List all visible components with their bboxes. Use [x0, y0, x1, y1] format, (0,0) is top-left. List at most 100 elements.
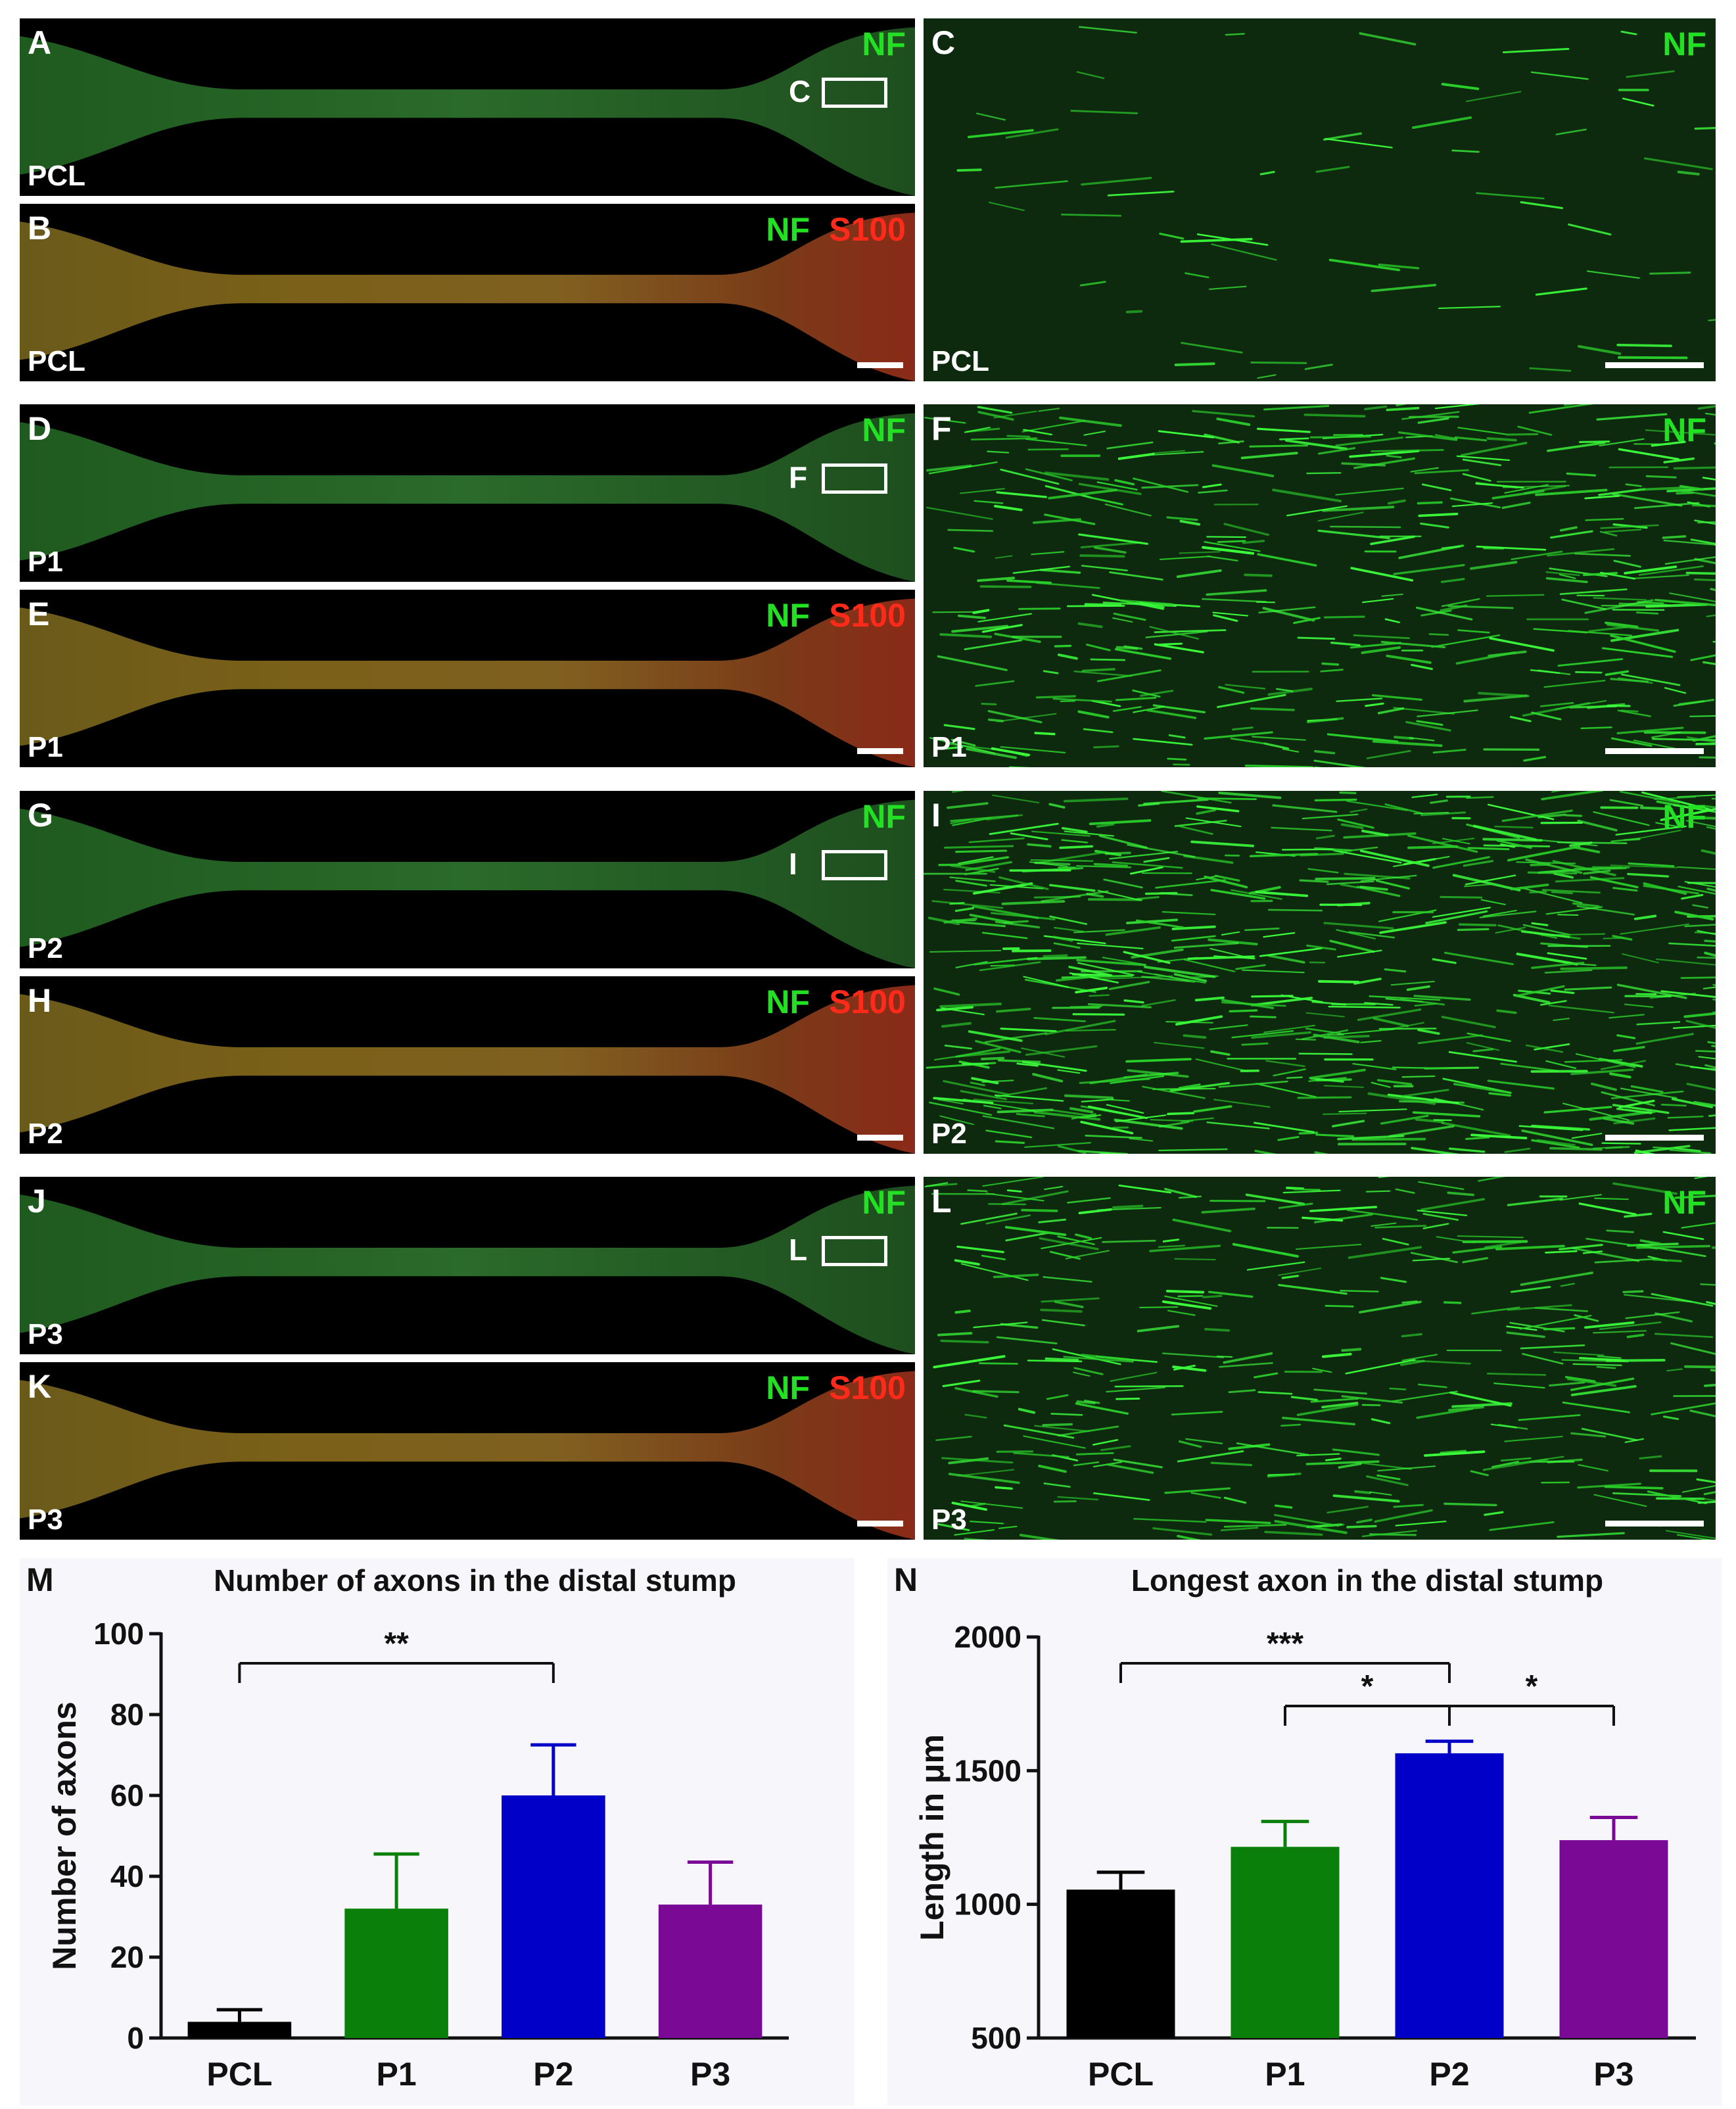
- scale-bar: [1605, 1521, 1704, 1527]
- marker-label-nf: NF: [862, 800, 906, 833]
- panel-letter: L: [931, 1185, 952, 1218]
- scale-bar: [857, 1135, 903, 1141]
- marker-label-nf: NF: [766, 213, 810, 246]
- panel-letter: H: [28, 984, 51, 1017]
- condition-label: P2: [28, 1120, 63, 1149]
- scale-bar: [1605, 748, 1704, 754]
- bar-p2: [1396, 1753, 1504, 2038]
- y-tick-label: 1500: [954, 1753, 1021, 1788]
- inset-box-label: F: [789, 462, 807, 492]
- panel-letter: I: [931, 799, 941, 832]
- y-tick-label: 2000: [954, 1620, 1021, 1654]
- condition-label: P1: [28, 733, 63, 762]
- marker-label-nf: NF: [1662, 28, 1706, 60]
- significance-label: *: [1526, 1669, 1538, 1704]
- image-panel-h: H P2 S100 NF: [20, 976, 915, 1154]
- nerve-tissue: [20, 800, 915, 969]
- condition-label: P2: [28, 934, 63, 963]
- bar-p3: [1560, 1840, 1668, 2038]
- micrograph: [924, 404, 1716, 767]
- bar-p2: [502, 1795, 605, 2038]
- condition-label: P1: [931, 733, 967, 762]
- micrograph: [20, 404, 915, 582]
- inset-box-label: I: [789, 849, 797, 879]
- bar-p1: [1231, 1847, 1340, 2038]
- nerve-tissue: [20, 1186, 915, 1355]
- marker-label-s100: S100: [829, 599, 906, 632]
- micrograph: [20, 18, 915, 196]
- panel-letter: E: [28, 598, 49, 630]
- scale-bar: [857, 362, 903, 368]
- marker-label-nf: NF: [766, 985, 810, 1018]
- significance-label: **: [384, 1626, 409, 1661]
- bar-pcl: [188, 2022, 292, 2038]
- y-tick-label: 500: [971, 2021, 1021, 2055]
- condition-label: P3: [931, 1505, 967, 1534]
- inset-box: [822, 1236, 887, 1266]
- nerve-tissue: [20, 28, 915, 197]
- condition-label: P3: [28, 1320, 63, 1349]
- y-tick-label: 80: [110, 1697, 144, 1732]
- micrograph: [924, 791, 1716, 1154]
- bar-chart: M Number of axons in the distal stump Numb…: [20, 1558, 855, 2106]
- condition-label: P1: [28, 548, 63, 577]
- x-tick-label: P2: [533, 2056, 573, 2093]
- condition-label: PCL: [931, 347, 989, 376]
- chart-title: Longest axon in the distal stump: [1131, 1563, 1603, 1598]
- x-tick-label: P1: [377, 2056, 417, 2093]
- x-tick-label: PCL: [206, 2056, 272, 2093]
- x-tick-label: P1: [1265, 2056, 1305, 2093]
- bar-p1: [344, 1908, 448, 2038]
- nerve-tissue: [20, 414, 915, 582]
- panel-letter: F: [931, 412, 952, 445]
- panel-letter: D: [28, 412, 51, 445]
- marker-label-nf: NF: [1662, 1186, 1706, 1219]
- chart-panel-m: M Number of axons in the distal stump Numb…: [20, 1558, 855, 2106]
- y-tick-label: 40: [110, 1859, 144, 1893]
- scale-bar: [857, 748, 903, 754]
- panel-letter: B: [28, 212, 51, 245]
- chart-title: Number of axons in the distal stump: [214, 1563, 736, 1598]
- significance-label: *: [1361, 1669, 1374, 1704]
- marker-label-nf: NF: [862, 28, 906, 60]
- y-tick-label: 60: [110, 1778, 144, 1813]
- significance-label: ***: [1267, 1626, 1303, 1661]
- marker-label-nf: NF: [862, 1186, 906, 1219]
- image-panel-g: G P2 NF I: [20, 791, 915, 968]
- scale-bar: [1605, 1135, 1704, 1141]
- condition-label: P3: [28, 1505, 63, 1534]
- panel-letter: K: [28, 1370, 51, 1403]
- marker-label-nf: NF: [766, 599, 810, 632]
- inset-box: [822, 463, 887, 494]
- y-tick-label: 100: [93, 1617, 144, 1651]
- marker-label-s100: S100: [829, 985, 906, 1018]
- panel-letter: J: [28, 1185, 46, 1218]
- micrograph: [20, 1177, 915, 1354]
- scale-bar: [857, 1521, 903, 1527]
- scale-bar: [1605, 362, 1704, 368]
- panel-letter: A: [28, 26, 51, 59]
- image-panel-e: E P1 S100 NF: [20, 590, 915, 767]
- panel-letter: G: [28, 799, 53, 832]
- y-tick-label: 20: [110, 1940, 144, 1974]
- panel-letter: M: [26, 1561, 54, 1598]
- y-tick-label: 1000: [954, 1887, 1021, 1922]
- micrograph: [20, 791, 915, 968]
- condition-label: PCL: [28, 347, 85, 376]
- micrograph: [924, 18, 1716, 381]
- y-axis-label: Number of axons: [46, 1701, 83, 1970]
- x-tick-label: P3: [690, 2056, 730, 2093]
- x-tick-label: P2: [1429, 2056, 1469, 2093]
- micrograph: [924, 1177, 1716, 1540]
- marker-label-nf: NF: [766, 1371, 810, 1404]
